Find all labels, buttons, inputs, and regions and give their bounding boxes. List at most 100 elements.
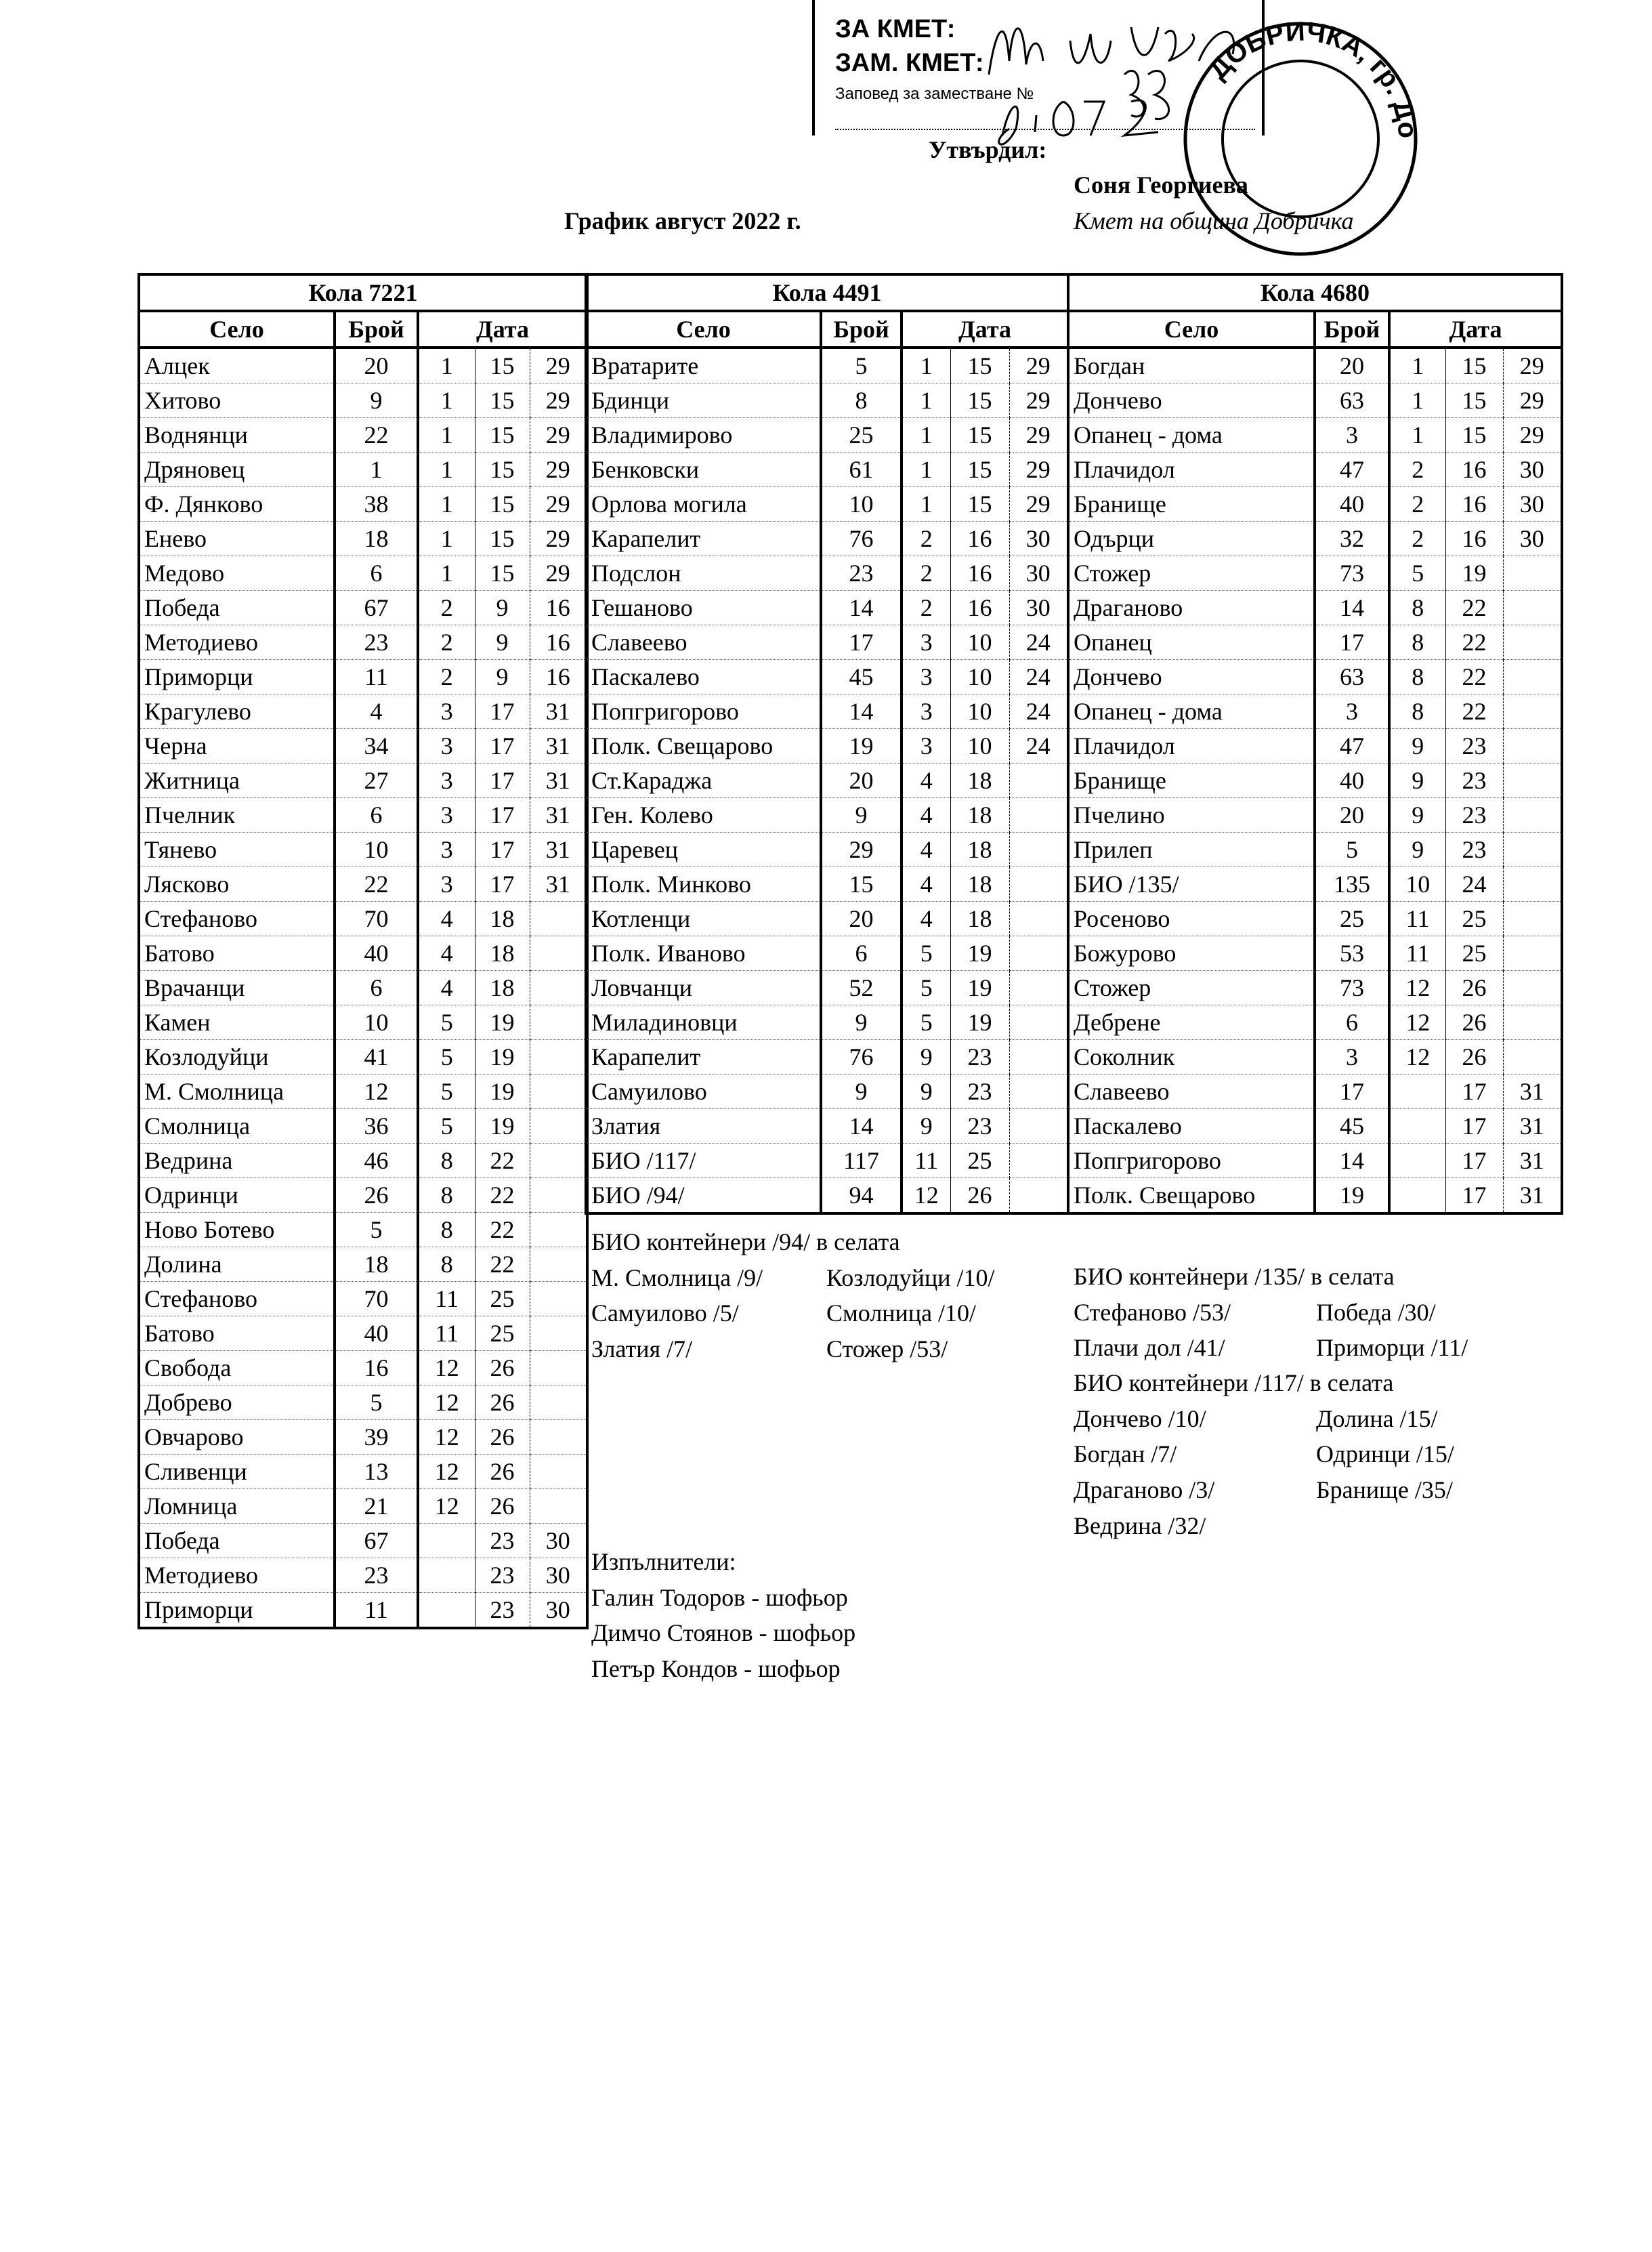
village-cell: Победа [139, 590, 336, 625]
date-cell: 29 [530, 417, 588, 453]
notes-line: Плачи дол /41/Приморци /11/ [1074, 1330, 1468, 1366]
stamp-deputy-mayor: ЗАМ. КМЕТ: [835, 49, 984, 77]
village-cell: Енево [139, 521, 336, 556]
village-cell: Вратарите [586, 348, 822, 383]
table-row: Батово 40 4 18 [139, 936, 588, 971]
date-cell: 8 [1389, 694, 1446, 729]
date-cell: 3 [902, 659, 951, 694]
count-cell: 22 [335, 867, 419, 902]
vehicle-title: Кола 4680 [1068, 274, 1563, 312]
note-item: Смолница /10/ [826, 1299, 977, 1327]
village-cell: Свобода [139, 1350, 336, 1385]
table-row: БИО /135/135 10 24 [1068, 867, 1563, 902]
date-cell [530, 1039, 588, 1075]
date-cell: 1 [902, 486, 951, 522]
date-cell [530, 1454, 588, 1489]
table-row: Миладиновци 9 5 19 [586, 1005, 1069, 1040]
table-row: Житница 27 3 17 31 [139, 763, 588, 798]
date-cell [1009, 797, 1069, 833]
date-cell: 25 [475, 1316, 530, 1351]
count-cell: 23 [335, 625, 419, 660]
count-cell: 5 [335, 1212, 419, 1247]
table-row: Бранище 40 2 16 30 [1068, 486, 1563, 522]
table-row: Подслон 23 2 16 30 [586, 556, 1069, 591]
count-cell: 63 [1315, 383, 1391, 418]
table-row: Плачидол 47 2 16 30 [1068, 452, 1563, 487]
date-cell: 9 [902, 1108, 951, 1144]
date-cell [1503, 659, 1563, 694]
table-row: Дончево 63 1 15 29 [1068, 383, 1563, 418]
date-cell [530, 936, 588, 971]
village-cell: Карапелит [586, 1039, 822, 1075]
count-cell: 22 [335, 417, 419, 453]
date-cell [1009, 1143, 1069, 1178]
date-cell: 3 [902, 625, 951, 660]
date-cell: 22 [1445, 625, 1504, 660]
notes-title: БИО контейнери /135/ в селата [1074, 1263, 1395, 1290]
count-cell: 34 [335, 728, 419, 764]
column-header-row: Село Брой Дата [586, 311, 1069, 349]
date-cell: 11 [902, 1143, 951, 1178]
notes-bio135: БИО контейнери /135/ в селата Стефаново /… [1074, 1259, 1468, 1366]
count-cell: 6 [335, 556, 419, 591]
table-row: Котленци 20 4 18 [586, 901, 1069, 936]
count-cell: 39 [335, 1419, 419, 1455]
svg-text:ДОБРИЧКА, гр. Добрич: ДОБРИЧКА, гр. Добрич [1175, 14, 1422, 140]
date-cell: 15 [475, 486, 530, 522]
date-cell: 15 [1445, 383, 1504, 418]
date-cell: 22 [475, 1212, 530, 1247]
header-village: Село [1068, 311, 1316, 349]
village-cell: Бдинци [586, 383, 822, 418]
village-cell: Батово [139, 936, 336, 971]
vehicle-title: Кола 4491 [586, 274, 1069, 312]
header-count: Брой [821, 311, 903, 349]
handwritten-signature [988, 26, 1235, 146]
village-cell: Лясково [139, 867, 336, 902]
date-cell: 19 [1445, 556, 1504, 591]
date-cell: 16 [1445, 486, 1504, 522]
count-cell: 11 [335, 659, 419, 694]
date-cell: 22 [1445, 659, 1504, 694]
date-cell: 2 [418, 590, 475, 625]
village-cell: БИО /117/ [586, 1143, 822, 1178]
village-cell: Соколник [1068, 1039, 1316, 1075]
table-row: Полк. Минково 15 4 18 [586, 867, 1069, 902]
village-cell: Бранище [1068, 486, 1316, 522]
table-row: Сливенци 13 12 26 [139, 1454, 588, 1489]
date-cell: 3 [902, 694, 951, 729]
date-cell: 11 [1389, 936, 1446, 971]
note-item: Самуилово /5/ [591, 1299, 739, 1327]
count-cell: 45 [1315, 1108, 1391, 1144]
date-cell: 29 [530, 348, 588, 383]
count-cell: 13 [335, 1454, 419, 1489]
date-cell: 26 [1445, 1005, 1504, 1040]
date-cell: 31 [530, 832, 588, 867]
header-date: Дата [902, 311, 1069, 349]
date-cell: 8 [1389, 590, 1446, 625]
date-cell [418, 1523, 475, 1558]
table-row: М. Смолница 12 5 19 [139, 1074, 588, 1109]
count-cell: 16 [335, 1350, 419, 1385]
date-cell: 10 [950, 625, 1010, 660]
table-row: Попгригорово 14 3 10 24 [586, 694, 1069, 729]
date-cell [1503, 832, 1563, 867]
table-row: Методиево 23 23 30 [139, 1558, 588, 1593]
village-cell: Сливенци [139, 1454, 336, 1489]
date-cell: 19 [475, 1039, 530, 1075]
count-cell: 6 [335, 970, 419, 1005]
date-cell [418, 1592, 475, 1629]
date-cell: 17 [1445, 1074, 1504, 1109]
note-item: Долина /15/ [1316, 1404, 1438, 1432]
date-cell: 19 [475, 1074, 530, 1109]
table-row: Методиево 23 2 9 16 [139, 625, 588, 660]
count-cell: 14 [1315, 1143, 1391, 1178]
notes-line: Самуилово /5/Смолница /10/ [591, 1295, 976, 1331]
executor-item: Димчо Стоянов - шофьор [591, 1619, 856, 1647]
table-row: Стефаново 70 11 25 [139, 1281, 588, 1316]
village-cell: Победа [139, 1523, 336, 1558]
table-row: Златия 14 9 23 [586, 1108, 1069, 1144]
table-row: Одринци 26 8 22 [139, 1177, 588, 1213]
count-cell: 73 [1315, 970, 1391, 1005]
table-row: Ведрина 46 8 22 [139, 1143, 588, 1178]
date-cell: 29 [530, 452, 588, 487]
